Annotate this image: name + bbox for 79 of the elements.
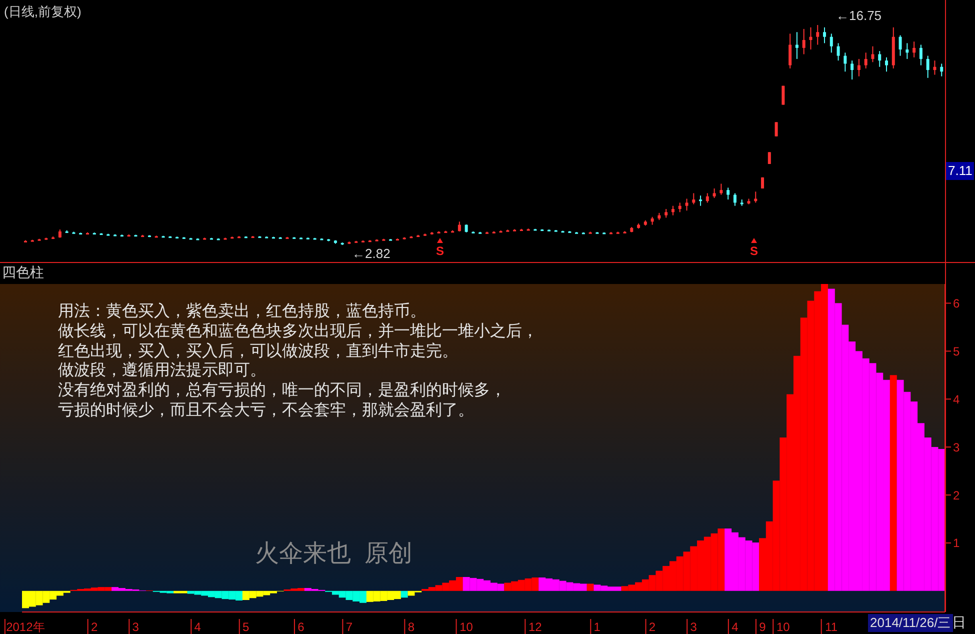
annotation: 火伞来也 原创 bbox=[255, 540, 412, 569]
x-tick-label: 4 bbox=[732, 620, 739, 634]
candlestick bbox=[864, 52, 868, 69]
x-tick-label: 3 bbox=[132, 620, 140, 634]
candlestick bbox=[816, 25, 820, 46]
annotation: S bbox=[436, 244, 444, 258]
candlestick bbox=[685, 198, 688, 212]
x-tick-label: 7 bbox=[346, 620, 353, 634]
y-tick-label: 1 bbox=[953, 536, 960, 550]
x-tick-label: 2 bbox=[648, 620, 656, 634]
candlestick bbox=[678, 202, 682, 213]
candlestick bbox=[795, 32, 798, 60]
y-tick-label: 2 bbox=[953, 488, 960, 502]
x-tick-label: 3 bbox=[690, 620, 698, 634]
annotation: 用法：黄色买入，紫色卖出，红色持股，蓝色持币。 bbox=[58, 302, 426, 322]
candlestick bbox=[458, 221, 461, 232]
candlestick bbox=[802, 28, 806, 55]
candlestick bbox=[885, 56, 888, 72]
y-tick-label: 4 bbox=[953, 392, 960, 406]
candlestick bbox=[754, 191, 758, 204]
candlestick bbox=[768, 152, 771, 164]
x-tick-label: 9 bbox=[759, 620, 766, 634]
text: 7.11 bbox=[946, 162, 974, 180]
candlestick bbox=[720, 183, 723, 196]
candlestick bbox=[699, 195, 702, 206]
x-tick-label: 11 bbox=[825, 620, 838, 634]
text: 日 bbox=[952, 614, 966, 631]
candlestick bbox=[692, 192, 696, 205]
chart-title: (日线,前复权) bbox=[4, 3, 82, 21]
x-tick-label: 5 bbox=[242, 620, 250, 634]
annotation: 红色出现，买入，买入后，可以做波段，直到牛市走完。 bbox=[58, 342, 458, 362]
candlestick bbox=[733, 192, 736, 206]
y-tick-label: 6 bbox=[953, 296, 960, 310]
annotation: 做长线，可以在黄色和蓝色色块多次出现后，并一堆比一堆小之后， bbox=[58, 322, 538, 342]
annotation: 做波段，遵循用法提示即可。 bbox=[58, 361, 266, 380]
candlestick bbox=[671, 205, 674, 216]
candlestick bbox=[878, 50, 882, 68]
y-tick-label: 3 bbox=[953, 440, 960, 454]
bar bbox=[586, 584, 594, 591]
candlestick bbox=[836, 42, 840, 62]
annotation: 没有绝对盈利的，总有亏损的，唯一的不同，是盈利的时候多， bbox=[58, 381, 506, 400]
x-tick-label: 12 bbox=[528, 620, 542, 634]
candlestick bbox=[712, 188, 716, 198]
candlestick bbox=[919, 44, 922, 66]
x-tick-label: 10 bbox=[776, 620, 790, 634]
candlestick bbox=[726, 187, 730, 200]
candlestick bbox=[782, 85, 785, 106]
x-tick-label: 2012年 bbox=[6, 620, 45, 634]
bar bbox=[890, 375, 897, 591]
candlestick bbox=[926, 55, 930, 78]
candlestick bbox=[857, 58, 860, 77]
x-tick-label: 4 bbox=[194, 620, 202, 634]
candlestick bbox=[788, 33, 792, 69]
candlestick bbox=[830, 33, 833, 54]
text: ←2.82 bbox=[352, 246, 390, 262]
x-tick-label: 8 bbox=[408, 620, 415, 634]
x-tick-label: 10 bbox=[460, 620, 474, 634]
candlestick bbox=[906, 42, 909, 60]
candlestick bbox=[940, 63, 944, 77]
annotation: S bbox=[750, 244, 758, 258]
candlestick bbox=[774, 122, 778, 137]
chart-title: 四色柱 bbox=[2, 264, 44, 282]
candlestick bbox=[850, 60, 854, 80]
x-tick-label: 1 bbox=[594, 620, 601, 634]
bar bbox=[400, 590, 408, 598]
candlestick bbox=[706, 192, 709, 204]
y-tick-label: 5 bbox=[953, 344, 960, 358]
candlestick bbox=[823, 26, 826, 44]
x-tick-label: 2 bbox=[90, 620, 98, 634]
candlestick bbox=[809, 26, 812, 50]
candlestick bbox=[898, 34, 902, 56]
annotation: 亏损的时候少，而且不会大亏，不会套牢，那就会盈利了。 bbox=[58, 401, 474, 420]
x-tick-label: 6 bbox=[298, 620, 305, 634]
text: ←16.75 bbox=[836, 8, 882, 24]
candlestick bbox=[933, 60, 936, 76]
candlestick bbox=[844, 52, 847, 72]
text: 2014/11/26/三 bbox=[868, 614, 953, 632]
candlestick bbox=[871, 46, 874, 63]
candlestick bbox=[912, 41, 916, 58]
